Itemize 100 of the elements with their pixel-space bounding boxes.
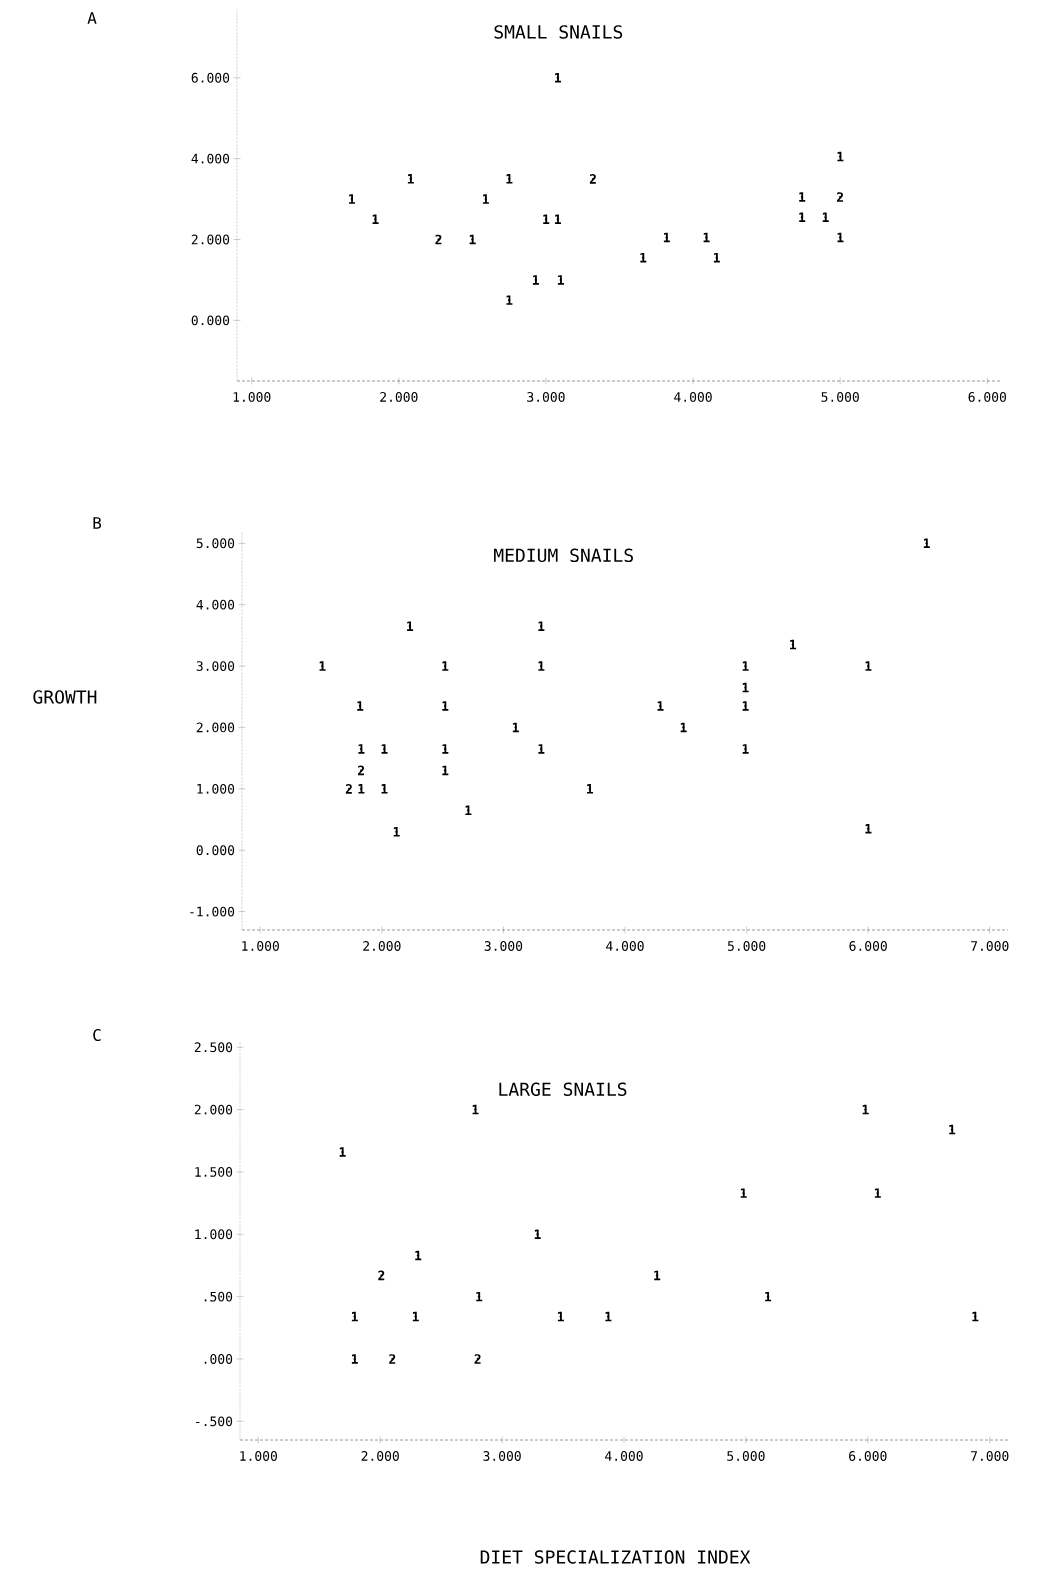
y-tick-label: 1.500 <box>195 1167 233 1177</box>
x-tick-label: 4.000 <box>674 392 712 402</box>
text: 1 <box>442 701 449 711</box>
text: 1 <box>742 744 749 754</box>
text: 1 <box>663 232 670 243</box>
text: 1 <box>740 1188 747 1198</box>
text: 1 <box>319 661 326 671</box>
x-tick-label: 5.000 <box>821 392 859 402</box>
x-tick-label: 4.000 <box>605 1451 643 1461</box>
text: 2 <box>389 1354 396 1364</box>
series-label: 1 <box>865 661 872 671</box>
text: 1 <box>381 744 388 754</box>
text: 1 <box>358 784 365 794</box>
x-tick-label: 1.000 <box>233 392 271 402</box>
text: 1 <box>923 538 930 549</box>
text: 1 <box>557 1311 564 1322</box>
text: 1 <box>512 722 519 733</box>
x-tick-label: 5.000 <box>727 1451 765 1461</box>
x-tick-label: 4.000 <box>606 941 644 951</box>
x-tick-label: 3.000 <box>484 941 523 951</box>
x-tick-label: 1.000 <box>242 941 279 951</box>
y-tick-label: 4.000 <box>191 153 230 164</box>
text: 1 <box>554 214 561 224</box>
text: 2 <box>357 765 364 776</box>
y-tick-label: 6.000 <box>191 72 230 83</box>
text: 1 <box>822 212 829 222</box>
x-tick-label: 3.000 <box>483 1451 521 1461</box>
text: 1 <box>865 823 872 834</box>
x-tick-label: 2.000 <box>361 1451 399 1461</box>
series-label: 1 <box>543 214 550 224</box>
y-tick-label: 5.000 <box>196 538 235 549</box>
text: 1 <box>351 1354 358 1364</box>
text: 1 <box>465 805 472 816</box>
text: 1 <box>381 784 388 794</box>
text: 1 <box>358 744 365 754</box>
x-tick-label: 2.000 <box>363 941 401 951</box>
y-tick-label: .000 <box>204 1354 233 1364</box>
series-label: 2 <box>345 784 352 794</box>
text: 1 <box>587 784 594 794</box>
text: 1 <box>742 682 749 693</box>
text: 1 <box>412 1311 419 1322</box>
text: 1 <box>713 252 720 263</box>
text: 1 <box>837 151 844 162</box>
text: 1 <box>538 661 545 671</box>
x-tick-label: 1.000 <box>240 1451 277 1461</box>
y-tick-label: 2.000 <box>191 234 230 245</box>
text: 1 <box>554 73 561 83</box>
text: 1 <box>472 1104 479 1115</box>
text: SMALL SNAILS <box>494 25 623 39</box>
text: 1 <box>799 212 806 222</box>
text: 1 <box>654 1270 661 1281</box>
text: 1 <box>680 722 687 733</box>
text: 1 <box>372 214 379 224</box>
text: 1 <box>407 174 414 184</box>
text: B <box>93 517 102 529</box>
text: 1 <box>442 661 449 671</box>
text: 1 <box>469 234 476 245</box>
y-axis-title: GROWTH <box>33 690 97 704</box>
text: 1 <box>657 701 664 711</box>
y-tick-label: 2.000 <box>194 1104 233 1115</box>
x-tick-label: 7.000 <box>971 1451 1009 1461</box>
y-tick-label: 0.000 <box>196 845 235 856</box>
text: LARGE SNAILS <box>499 1082 627 1097</box>
text: 1 <box>538 744 545 754</box>
series-label: 1 <box>949 1124 956 1135</box>
text: 1 <box>482 194 489 204</box>
series-label: 2 <box>837 192 844 202</box>
text: 1 <box>357 701 364 711</box>
text: 1 <box>874 1188 881 1198</box>
text: C <box>93 1028 101 1042</box>
text: 1 <box>506 295 513 305</box>
x-tick-label: 7.000 <box>971 941 1009 951</box>
y-tick-label: 1.000 <box>197 783 235 794</box>
text: 1 <box>393 827 400 837</box>
series-label: 2 <box>474 1354 481 1364</box>
y-tick-label: 2.000 <box>196 722 235 733</box>
text: 1 <box>972 1311 979 1322</box>
text: 1 <box>557 275 564 285</box>
x-tick-label: 2.000 <box>380 392 418 402</box>
text: 1 <box>742 661 749 671</box>
y-tick-label: 2.500 <box>194 1042 233 1053</box>
x-tick-label: 6.000 <box>968 392 1007 402</box>
x-tick-label: 3.000 <box>527 392 565 402</box>
y-tick-label: 1.000 <box>195 1229 233 1240</box>
text: 2 <box>378 1270 385 1281</box>
text: 1 <box>862 1104 869 1115</box>
text: 1 <box>605 1311 612 1322</box>
text: 1 <box>476 1291 483 1302</box>
text: 1 <box>442 744 449 754</box>
text: 1 <box>442 765 449 776</box>
text: 1 <box>506 174 513 184</box>
text: 1 <box>534 1229 541 1240</box>
text: 1 <box>532 275 539 285</box>
x-axis-title: DIET SPECIALIZATION INDEX <box>480 1550 751 1564</box>
text: A <box>87 12 97 24</box>
y-tick-label: 0.000 <box>191 315 230 326</box>
text: 2 <box>435 234 442 245</box>
text: 1 <box>415 1250 422 1261</box>
text: 2 <box>589 174 596 184</box>
y-tick-label: 4.000 <box>196 599 235 610</box>
